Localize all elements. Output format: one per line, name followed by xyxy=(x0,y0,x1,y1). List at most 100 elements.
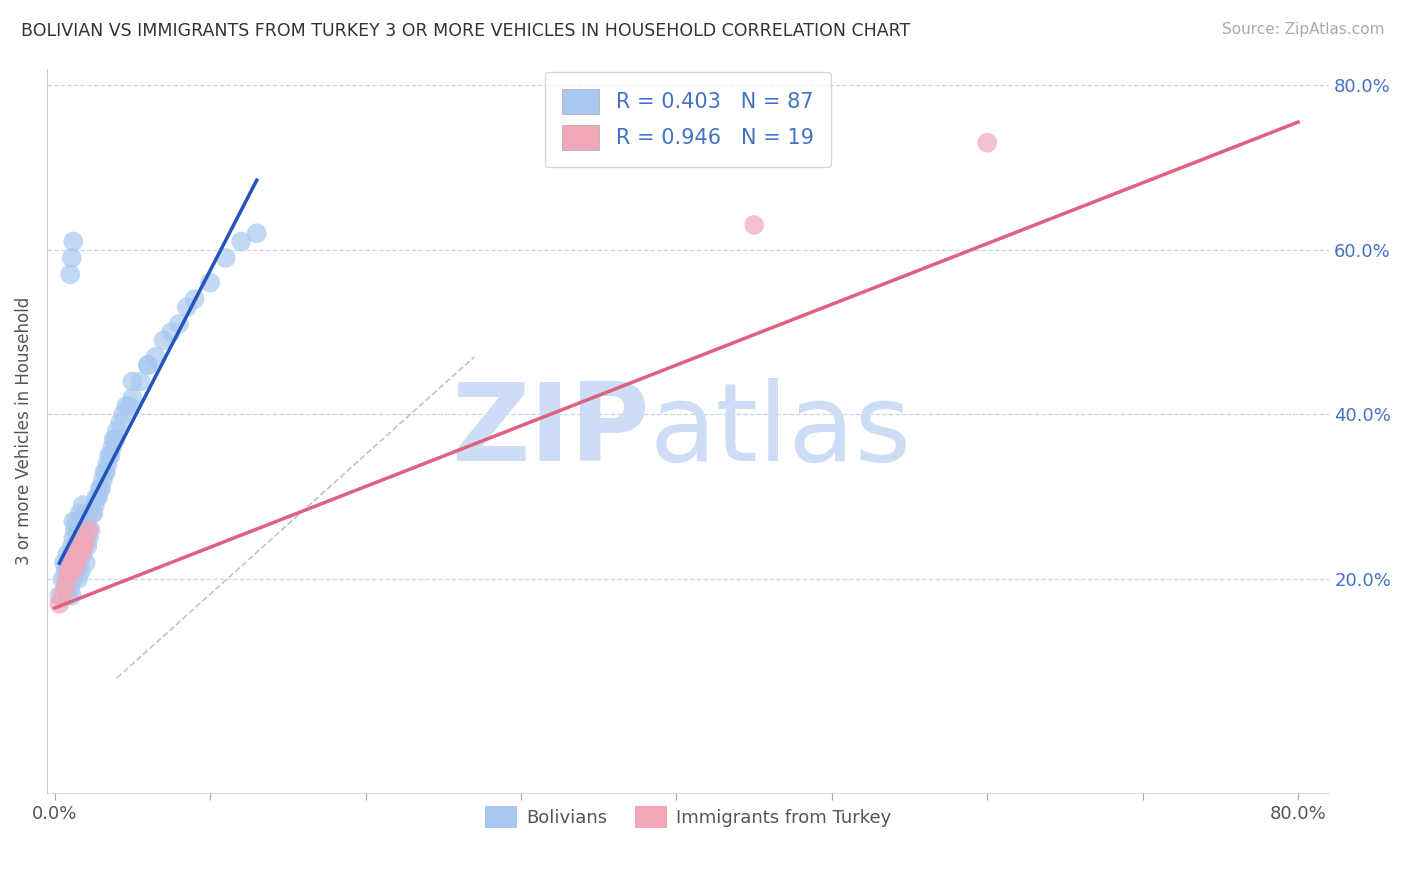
Point xyxy=(62,556,84,570)
Point xyxy=(77,506,100,520)
Point xyxy=(73,515,96,529)
Point xyxy=(108,416,131,430)
Point xyxy=(104,432,127,446)
Point xyxy=(75,531,97,545)
Point xyxy=(105,424,128,438)
Point xyxy=(63,564,86,578)
Point xyxy=(51,589,73,603)
Point xyxy=(96,457,118,471)
Point xyxy=(51,572,73,586)
Point xyxy=(70,564,93,578)
Point xyxy=(56,572,79,586)
Point xyxy=(214,251,236,265)
Point xyxy=(65,539,87,553)
Point xyxy=(198,276,221,290)
Point xyxy=(59,556,82,570)
Point xyxy=(91,474,114,488)
Point xyxy=(56,548,79,562)
Point xyxy=(70,539,93,553)
Point xyxy=(63,556,86,570)
Point xyxy=(66,572,89,586)
Point xyxy=(72,548,94,562)
Point xyxy=(62,572,84,586)
Point xyxy=(83,506,105,520)
Point xyxy=(136,358,159,372)
Point xyxy=(121,391,143,405)
Point xyxy=(76,539,98,553)
Point xyxy=(70,548,93,562)
Point xyxy=(48,589,70,603)
Text: BOLIVIAN VS IMMIGRANTS FROM TURKEY 3 OR MORE VEHICLES IN HOUSEHOLD CORRELATION C: BOLIVIAN VS IMMIGRANTS FROM TURKEY 3 OR … xyxy=(21,22,910,40)
Text: atlas: atlas xyxy=(650,378,911,484)
Text: ZIP: ZIP xyxy=(451,378,650,484)
Legend: Bolivians, Immigrants from Turkey: Bolivians, Immigrants from Turkey xyxy=(478,798,898,835)
Point xyxy=(73,539,96,553)
Point xyxy=(60,539,83,553)
Point xyxy=(93,465,115,479)
Point xyxy=(60,548,83,562)
Point xyxy=(66,548,89,562)
Point xyxy=(118,399,141,413)
Point xyxy=(72,523,94,537)
Point xyxy=(73,539,96,553)
Point xyxy=(62,531,84,545)
Point xyxy=(100,449,122,463)
Point xyxy=(53,556,76,570)
Point xyxy=(70,515,93,529)
Point xyxy=(60,589,83,603)
Point xyxy=(72,539,94,553)
Point xyxy=(66,523,89,537)
Point xyxy=(86,490,108,504)
Point xyxy=(69,531,91,545)
Point xyxy=(60,556,83,570)
Point xyxy=(65,556,87,570)
Point xyxy=(56,589,79,603)
Point xyxy=(76,515,98,529)
Point xyxy=(69,539,91,553)
Point xyxy=(152,334,174,348)
Point xyxy=(103,432,125,446)
Point xyxy=(65,515,87,529)
Point xyxy=(55,564,77,578)
Point xyxy=(58,564,80,578)
Point xyxy=(58,556,80,570)
Point xyxy=(231,235,253,249)
Text: Source: ZipAtlas.com: Source: ZipAtlas.com xyxy=(1222,22,1385,37)
Point xyxy=(115,399,138,413)
Point xyxy=(246,226,269,240)
Point xyxy=(75,506,97,520)
Point xyxy=(59,268,82,282)
Point xyxy=(60,251,83,265)
Point xyxy=(98,449,121,463)
Point xyxy=(72,498,94,512)
Point xyxy=(145,350,167,364)
Point xyxy=(101,441,124,455)
Point xyxy=(75,556,97,570)
Point xyxy=(94,465,117,479)
Point xyxy=(58,572,80,586)
Point xyxy=(69,556,91,570)
Point xyxy=(79,523,101,537)
Point xyxy=(63,523,86,537)
Point xyxy=(69,506,91,520)
Point xyxy=(89,482,111,496)
Point xyxy=(60,572,83,586)
Y-axis label: 3 or more Vehicles in Household: 3 or more Vehicles in Household xyxy=(15,297,32,565)
Point xyxy=(183,292,205,306)
Point xyxy=(59,564,82,578)
Point xyxy=(66,548,89,562)
Point xyxy=(90,482,112,496)
Point xyxy=(62,235,84,249)
Point xyxy=(176,301,198,315)
Point xyxy=(167,317,190,331)
Point xyxy=(87,490,110,504)
Point xyxy=(84,498,107,512)
Point xyxy=(77,523,100,537)
Point xyxy=(136,358,159,372)
Point xyxy=(65,556,87,570)
Point xyxy=(160,325,183,339)
Point xyxy=(129,375,152,389)
Point xyxy=(59,548,82,562)
Point xyxy=(63,548,86,562)
Point xyxy=(75,531,97,545)
